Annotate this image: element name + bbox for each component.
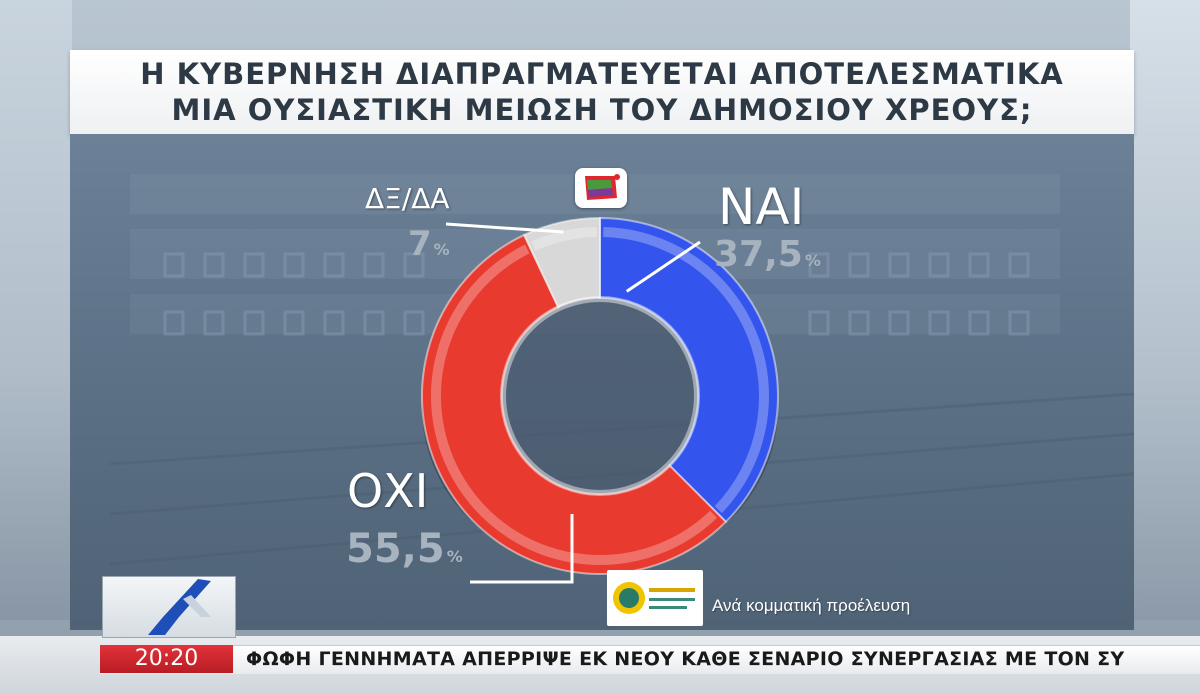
question-title-box: Η ΚΥΒΕΡΝΗΣΗ ΔΙΑΠΡΑΓΜΑΤΕΥΕΤΑΙ ΑΠΟΤΕΛΕΣΜΑΤ… bbox=[70, 50, 1134, 134]
question-title-line-2: ΜΙΑ ΟΥΣΙΑΣΤΙΚΗ ΜΕΙΩΣΗ ΤΟΥ ΔΗΜΟΣΙΟΥ ΧΡΕΟΥ… bbox=[171, 93, 1033, 127]
slice-label-no: ΟΧΙ bbox=[347, 464, 429, 518]
slice-value-yes: 37,5% bbox=[714, 234, 821, 275]
leader-line-dk-da bbox=[445, 222, 564, 234]
ticker-headline-container: ΦΩΦΗ ΓΕΝΝΗΜΑΤΑ ΑΠΕΡΡΙΨΕ ΕΚ ΝΕΟΥ ΚΑΘΕ ΣΕΝ… bbox=[240, 645, 1200, 673]
ticker-bar bbox=[100, 645, 1200, 674]
slice-label-yes: ΝΑΙ bbox=[718, 178, 805, 236]
donut-slice-highlight-0 bbox=[603, 227, 769, 514]
ticker-headline: ΦΩΦΗ ΓΕΝΝΗΜΑΤΑ ΑΠΕΡΡΙΨΕ ΕΚ ΝΕΟΥ ΚΑΘΕ ΣΕΝ… bbox=[246, 648, 1125, 670]
pollster-logo bbox=[607, 570, 703, 626]
studio-background-right bbox=[1130, 0, 1200, 620]
donut-slice-2 bbox=[522, 216, 601, 309]
donut-slice-highlight-2 bbox=[531, 227, 597, 251]
studio-background-left bbox=[0, 0, 72, 620]
slice-value-no: 55,5% bbox=[346, 526, 463, 572]
question-title-line-1: Η ΚΥΒΕΡΝΗΣΗ ΔΙΑΠΡΑΓΜΑΤΕΥΕΤΑΙ ΑΠΟΤΕΛΕΣΜΑΤ… bbox=[140, 57, 1064, 91]
donut-hole bbox=[500, 296, 700, 496]
chart-panel: ΔΞ/ΔΑ 7% ΝΑΙ 37,5% ΟΧΙ 55,5% Ανά κομματι… bbox=[70, 134, 1134, 630]
channel-logo bbox=[102, 576, 236, 638]
donut-slice-1 bbox=[421, 233, 728, 575]
ticker-clock: 20:20 bbox=[100, 645, 233, 673]
donut-slice-0 bbox=[599, 216, 779, 524]
leader-line-no bbox=[470, 514, 574, 584]
donut-chart bbox=[421, 216, 779, 584]
source-note: Ανά κομματική προέλευση bbox=[712, 596, 911, 615]
slice-label-dk-da: ΔΞ/ΔΑ bbox=[365, 182, 450, 215]
leader-line-yes bbox=[625, 240, 701, 293]
slice-value-dk-da: 7% bbox=[408, 224, 450, 264]
donut-slice-highlight-1 bbox=[431, 244, 718, 565]
syriza-flag-icon bbox=[575, 168, 627, 208]
